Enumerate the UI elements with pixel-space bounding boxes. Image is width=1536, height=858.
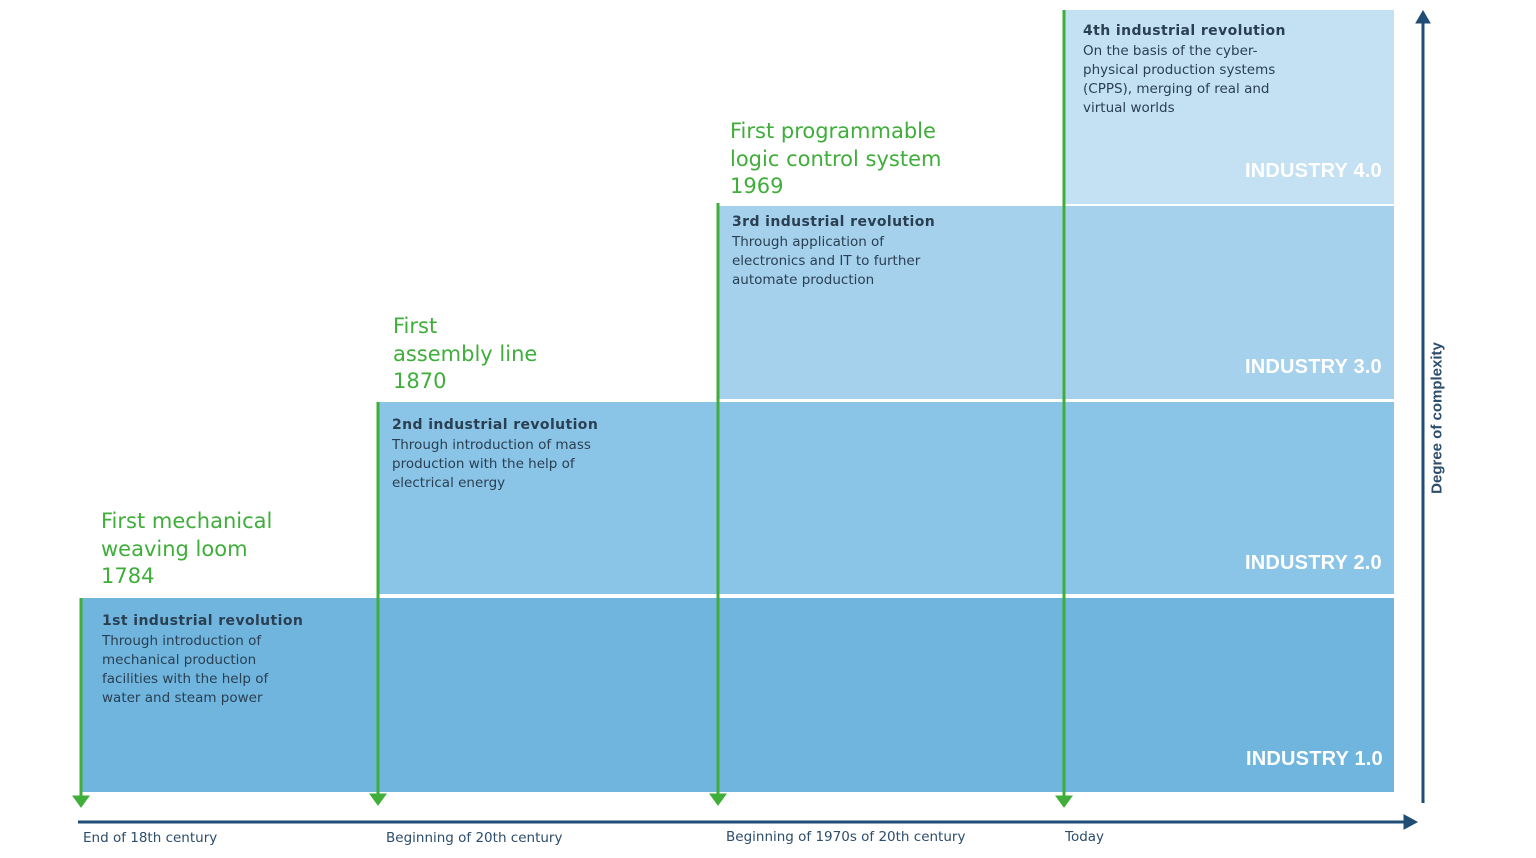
industry-1-label: INDUSTRY 1.0 — [1246, 748, 1383, 770]
milestone-weaving-loom: First mechanical weaving loom 1784 — [101, 509, 273, 588]
milestone-arrow-3 — [709, 203, 727, 806]
milestone-arrow-2 — [369, 402, 387, 806]
milestone-plc-system: First programmable logic control system … — [730, 119, 942, 198]
revolution-3-body: Through application of electronics and I… — [732, 234, 921, 288]
industry-4-label: INDUSTRY 4.0 — [1245, 160, 1382, 182]
revolution-2-body: Through introduction of mass production … — [392, 437, 591, 491]
revolution-4-block: 4th industrial revolution On the basis o… — [1083, 23, 1286, 118]
band-industry-1 — [81, 598, 1394, 792]
timeline-label-18th-century: End of 18th century — [83, 830, 218, 846]
milestone-arrow-1 — [72, 598, 90, 808]
industry-2-label: INDUSTRY 2.0 — [1245, 552, 1382, 574]
timeline-label-20th-century: Beginning of 20th century — [386, 830, 563, 846]
band-industry-4 — [1064, 10, 1394, 204]
revolution-2-block: 2nd industrial revolution Through introd… — [392, 417, 598, 493]
band-industry-2 — [378, 402, 1394, 594]
revolution-3-title: 3rd industrial revolution — [732, 214, 936, 230]
revolution-3-block: 3rd industrial revolution Through applic… — [732, 214, 935, 290]
revolution-4-body: On the basis of the cyber- physical prod… — [1083, 43, 1276, 116]
timeline-label-1970s: Beginning of 1970s of 20th century — [726, 829, 966, 845]
revolution-1-body: Through introduction of mechanical produ… — [102, 633, 269, 706]
revolution-1-block: 1st industrial revolution Through introd… — [102, 613, 303, 708]
revolution-2-title: 2nd industrial revolution — [392, 417, 599, 433]
complexity-axis-title: Degree of complexity — [1428, 342, 1446, 494]
milestone-assembly-line: First assembly line 1870 — [393, 314, 538, 393]
time-axis — [78, 814, 1419, 830]
band-industry-3 — [718, 206, 1394, 399]
complexity-axis — [1415, 10, 1431, 803]
revolution-1-title: 1st industrial revolution — [102, 613, 304, 629]
industry-3-label: INDUSTRY 3.0 — [1245, 356, 1382, 378]
revolution-4-title: 4th industrial revolution — [1083, 23, 1286, 39]
timeline-label-today: Today — [1065, 829, 1105, 845]
milestone-arrow-4 — [1055, 10, 1073, 808]
